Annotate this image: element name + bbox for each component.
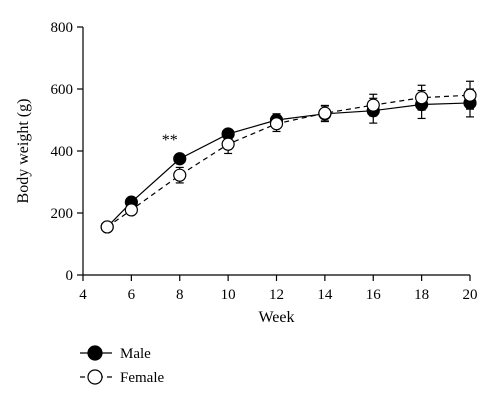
- significance-annotation: **: [162, 132, 178, 149]
- legend-item-male: Male: [80, 345, 151, 362]
- data-point-female: [221, 137, 235, 151]
- legend-marker-male: [87, 345, 103, 361]
- data-point-female: [173, 168, 187, 182]
- annotation-layer: **: [162, 132, 178, 149]
- data-point-female: [100, 220, 114, 234]
- x-tick-label: 4: [79, 287, 87, 303]
- data-point-female: [318, 106, 332, 120]
- legend-label-female: Female: [120, 370, 164, 386]
- x-tick-label: 12: [269, 287, 284, 303]
- data-point-female: [124, 203, 138, 217]
- legend-marker-female: [87, 369, 103, 385]
- x-tick-label: 20: [463, 287, 478, 303]
- series-line-female: [106, 94, 471, 228]
- y-tick-label: 400: [51, 144, 74, 160]
- y-axis-title: Body weight (g): [15, 99, 32, 204]
- series-layer: [100, 80, 477, 234]
- x-tick-label: 14: [317, 287, 333, 303]
- x-tick-label: 8: [176, 287, 184, 303]
- axes: [82, 27, 470, 276]
- data-point-male: [173, 152, 187, 166]
- x-tick-label: 18: [414, 287, 429, 303]
- series-female: [100, 80, 477, 234]
- x-tick-label: 10: [221, 287, 236, 303]
- y-tick-label: 0: [66, 268, 74, 284]
- legend-label-male: Male: [120, 346, 151, 362]
- y-tick-label: 200: [51, 206, 74, 222]
- legend-item-female: Female: [80, 369, 164, 386]
- data-point-female: [269, 117, 284, 131]
- y-tick-label: 800: [51, 20, 74, 36]
- x-tick-label: 16: [366, 287, 382, 303]
- data-point-female: [415, 91, 429, 105]
- legend: Male Female: [80, 345, 164, 386]
- x-tick-label: 6: [128, 287, 136, 303]
- y-tick-label: 600: [51, 82, 74, 98]
- x-axis-title: Week: [258, 309, 294, 326]
- data-point-female: [366, 98, 380, 112]
- data-point-female: [463, 88, 477, 102]
